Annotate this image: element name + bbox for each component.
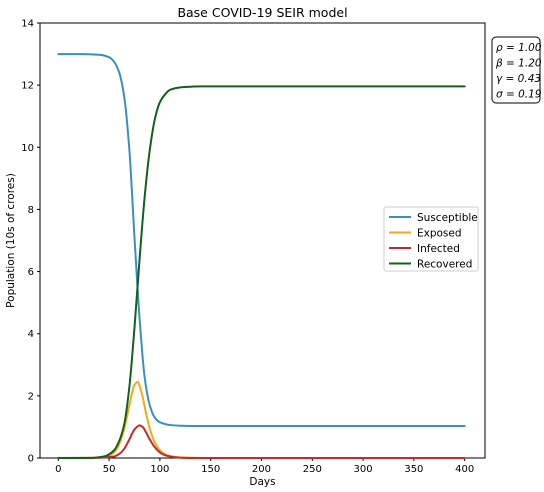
legend: Susceptible Exposed Infected Recovered — [383, 206, 479, 272]
y-axis-ticks: 0 2 4 6 8 10 12 14 — [21, 19, 40, 465]
series-line-infected — [57, 424, 466, 459]
series-line-recovered — [57, 85, 466, 459]
x-tick-label: 400 — [455, 464, 474, 475]
chart-title: Base COVID-19 SEIR model — [177, 5, 347, 20]
parameter-line: σ = 0.19 — [496, 89, 542, 101]
legend-label-recovered: Recovered — [417, 258, 472, 270]
series-lines — [57, 53, 466, 459]
y-tick-label: 0 — [28, 454, 34, 465]
parameters-box-frame — [491, 36, 541, 104]
y-tick-label: 8 — [28, 205, 34, 216]
parameter-line: ρ = 1.00 — [496, 42, 542, 54]
series-line-susceptible — [57, 53, 466, 427]
y-axis-title: Population (10s of crores) — [5, 173, 17, 308]
y-tick-label: 6 — [28, 267, 34, 278]
legend-label-infected: Infected — [417, 243, 460, 255]
legend-label-exposed: Exposed — [417, 227, 462, 239]
x-tick-label: 200 — [252, 464, 271, 475]
x-tick-label: 0 — [55, 464, 61, 475]
x-axis-ticks: 0 50 100 150 200 250 300 350 400 — [55, 458, 474, 475]
x-axis-title: Days — [249, 476, 275, 488]
y-tick-label: 10 — [21, 143, 34, 154]
y-tick-label: 4 — [28, 329, 34, 340]
parameter-line: γ = 0.43 — [496, 73, 541, 85]
series-line-exposed — [57, 380, 466, 459]
x-tick-label: 300 — [354, 464, 373, 475]
x-tick-label: 350 — [404, 464, 423, 475]
x-tick-label: 150 — [201, 464, 220, 475]
x-tick-label: 50 — [103, 464, 116, 475]
y-tick-label: 2 — [28, 391, 34, 402]
x-tick-label: 250 — [303, 464, 322, 475]
y-tick-label: 12 — [21, 81, 34, 92]
x-tick-label: 100 — [150, 464, 169, 475]
parameter-line: β = 1.20 — [495, 58, 542, 70]
y-tick-label: 14 — [21, 19, 34, 30]
parameters-box: ρ = 1.00 β = 1.20 γ = 0.43 σ = 0.19 — [491, 36, 542, 104]
legend-label-susceptible: Susceptible — [417, 212, 478, 224]
legend-box — [383, 206, 479, 272]
